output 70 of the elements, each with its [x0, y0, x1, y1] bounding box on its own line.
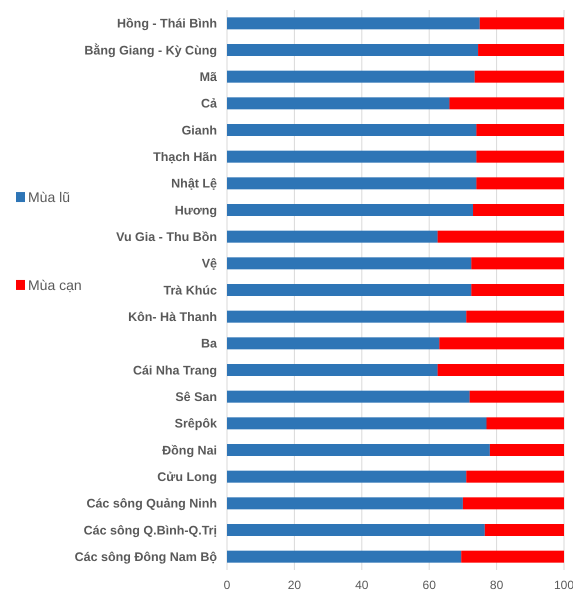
bar: [484, 524, 564, 536]
legend-label: Mùa lũ: [28, 188, 70, 205]
bar: [470, 390, 564, 403]
y-tick-label: Ba: [201, 336, 218, 351]
bar: [476, 177, 564, 190]
bar: [227, 417, 486, 430]
bar: [227, 390, 470, 403]
y-tick-label: Cái Nha Trang: [132, 363, 217, 378]
bar: [227, 444, 490, 456]
bar: [227, 150, 476, 163]
bar: [461, 550, 564, 563]
bar: [227, 124, 476, 136]
y-tick-label: Sê San: [175, 390, 217, 404]
y-tick-label: Bằng Giang - Kỳ Cùng: [84, 42, 217, 58]
y-tick-label: Gianh: [182, 123, 217, 138]
bar: [227, 70, 475, 83]
y-tick-label: Trà Khúc: [164, 283, 218, 298]
bar: [227, 284, 472, 296]
bar: [490, 444, 564, 456]
bar: [439, 337, 564, 350]
bar: [474, 70, 564, 83]
x-tick-label: 80: [490, 578, 504, 592]
bar: [227, 44, 478, 56]
y-tick-label: Cả: [201, 96, 218, 111]
y-tick-label: Thạch Hãn: [153, 150, 217, 164]
y-tick-label: Kôn- Hà Thanh: [128, 310, 217, 324]
bar: [227, 230, 438, 243]
bar: [227, 524, 485, 536]
bar: [476, 150, 564, 163]
bar: [227, 204, 474, 216]
y-tick-label: Vu Gia - Thu Bồn: [116, 230, 217, 244]
y-tick-label: Nhật Lệ: [171, 176, 218, 191]
bar: [227, 550, 462, 563]
y-tick-label: Các sông Quảng Ninh: [86, 496, 217, 511]
bar: [480, 17, 564, 30]
y-tick-label: Vệ: [202, 256, 218, 271]
y-tick-label: Mã: [200, 70, 218, 84]
y-tick-label: Hương: [174, 203, 217, 218]
bar: [449, 97, 564, 110]
y-tick-label: Cửu Long: [157, 470, 217, 484]
bar: [227, 364, 438, 376]
bar: [478, 44, 564, 56]
bar: [227, 257, 472, 270]
bar: [438, 364, 564, 376]
y-tick-label: Hồng - Thái Bình: [117, 16, 217, 31]
x-tick-label: 0: [224, 578, 231, 592]
x-tick-label: 60: [422, 578, 436, 592]
legend-label: Mùa cạn: [28, 276, 82, 293]
bar: [227, 177, 476, 190]
x-tick-label: 20: [288, 578, 302, 592]
bar: [476, 124, 564, 136]
bar: [438, 230, 564, 243]
bar: [466, 310, 564, 323]
bar: [471, 284, 564, 296]
bar: [227, 470, 466, 483]
x-tick-label: 40: [355, 578, 369, 592]
bar: [227, 17, 480, 30]
bar: [227, 497, 463, 510]
bar: [466, 470, 564, 483]
bar: [227, 310, 466, 323]
y-tick-label: Srêpôk: [174, 416, 218, 431]
bar: [471, 257, 564, 270]
bar: [227, 337, 440, 350]
y-tick-label: Các sông Đông Nam Bộ: [74, 550, 218, 564]
bar: [462, 497, 564, 510]
y-tick-label: Đồng Nai: [162, 443, 217, 458]
bar: [227, 97, 450, 110]
bar: [473, 204, 564, 216]
y-tick-label: Các sông Q.Bình-Q.Trị: [84, 523, 217, 538]
bar: [486, 417, 564, 430]
